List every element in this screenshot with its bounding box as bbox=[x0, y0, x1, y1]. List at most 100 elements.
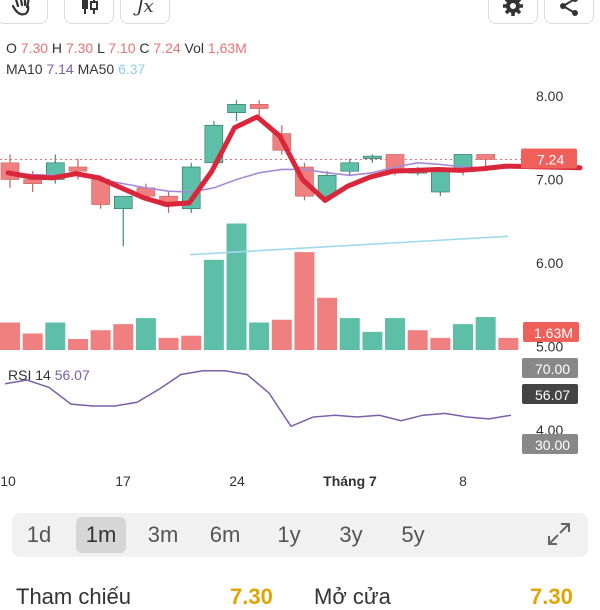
candle bbox=[340, 158, 360, 176]
volume-value: 1,63M bbox=[207, 40, 247, 56]
rsi-30-label: 30.00 bbox=[535, 437, 570, 453]
timeframe-5y[interactable]: 5y bbox=[401, 522, 425, 547]
volume-bar bbox=[249, 322, 270, 350]
rsi-70-tag bbox=[522, 358, 578, 378]
volume-bar bbox=[135, 318, 156, 350]
x-tick-label: 24 bbox=[229, 473, 245, 489]
low-value: 7.10 bbox=[108, 40, 136, 56]
candle-body bbox=[68, 166, 88, 172]
ma50-value: 6.37 bbox=[118, 61, 146, 77]
rsi-line bbox=[4, 370, 512, 428]
open-value: 7.30 bbox=[20, 40, 49, 56]
volume-tag-label: 1.63M bbox=[534, 325, 573, 341]
open-label: O bbox=[6, 40, 17, 56]
ohlc-readout: O 7.30 H 7.30 L 7.10 C 7.24 Vol 1,63M bbox=[6, 40, 247, 56]
volume-bar bbox=[67, 339, 88, 350]
open-price-value: 7.30 bbox=[530, 584, 573, 609]
volume-bar bbox=[407, 330, 428, 350]
ma10-label: MA10 bbox=[6, 61, 43, 77]
rsi-value-tag bbox=[522, 384, 578, 404]
x-tick-label: 8 bbox=[459, 473, 467, 489]
share-icon bbox=[560, 0, 578, 16]
volume-bar bbox=[294, 252, 315, 350]
volume-tag bbox=[523, 322, 579, 342]
price-tick-label: 6.00 bbox=[536, 255, 563, 271]
volume-bar bbox=[22, 333, 43, 350]
candle bbox=[249, 100, 269, 117]
candle-body bbox=[23, 179, 42, 184]
volume-bar bbox=[113, 324, 134, 350]
timeframe-selector: 1d 1m 3m 6m 1y 3y 5y bbox=[12, 513, 588, 557]
reference-price-label: Tham chiếu bbox=[16, 584, 131, 609]
candle-body bbox=[340, 162, 360, 172]
rsi-label: RSI 14 bbox=[8, 367, 51, 383]
chart-type-button[interactable] bbox=[64, 0, 114, 24]
indicator-fx-icon: Jx bbox=[136, 0, 154, 17]
ma50-label: MA50 bbox=[77, 61, 115, 77]
expand-icon[interactable] bbox=[546, 521, 572, 547]
last-price-label: 7.24 bbox=[537, 151, 564, 167]
volume-bar bbox=[453, 324, 473, 350]
close-label: C bbox=[139, 40, 150, 56]
price-tick-label: 5.00 bbox=[536, 339, 563, 355]
x-tick-label: 17 bbox=[115, 473, 131, 489]
candle-body bbox=[476, 154, 495, 160]
share-button[interactable] bbox=[544, 0, 594, 24]
price-tick-label: 8.00 bbox=[536, 88, 563, 104]
rsi-readout: RSI 14 56.07 bbox=[8, 367, 90, 383]
ma-readout: MA10 7.14 MA50 6.37 bbox=[6, 61, 145, 77]
volume-bar bbox=[203, 259, 224, 350]
ma10-value: 7.14 bbox=[46, 61, 74, 77]
last-price-tag bbox=[521, 148, 577, 169]
volume-bar bbox=[317, 297, 338, 350]
volume-bar bbox=[475, 317, 496, 350]
volume-bar bbox=[498, 337, 519, 350]
volume-bar bbox=[362, 331, 383, 350]
candle bbox=[113, 195, 133, 247]
volume-bar bbox=[90, 330, 111, 350]
open-price-label: Mở cửa bbox=[314, 584, 391, 609]
volume-bar bbox=[226, 223, 247, 350]
high-value: 7.30 bbox=[65, 40, 94, 56]
volume-bar bbox=[158, 337, 179, 350]
price-tick-label: 7.00 bbox=[536, 172, 563, 188]
timeframe-3m[interactable]: 3m bbox=[147, 522, 179, 547]
volume-bar bbox=[0, 322, 20, 350]
volume-bar bbox=[271, 319, 292, 350]
candle-body bbox=[113, 195, 133, 210]
volume-bar bbox=[45, 322, 66, 350]
toolbar: Jx bbox=[0, 0, 600, 30]
rsi-30-tag bbox=[522, 434, 578, 454]
price-chart[interactable]: 8.007.006.005.004.007.241.63M70.0056.073… bbox=[0, 0, 600, 500]
timeframe-1d[interactable]: 1d bbox=[26, 522, 52, 547]
x-tick-label: 10 bbox=[0, 473, 16, 489]
timeframe-3y[interactable]: 3y bbox=[339, 522, 363, 547]
candle bbox=[181, 162, 201, 213]
timeframe-6m[interactable]: 6m bbox=[209, 522, 241, 547]
hand-icon bbox=[11, 0, 30, 16]
timeframe-1m[interactable]: 1m bbox=[76, 517, 126, 553]
candle-body bbox=[363, 155, 382, 159]
settings-button[interactable] bbox=[488, 0, 538, 24]
candlestick-icon bbox=[82, 0, 98, 14]
rsi-70-label: 70.00 bbox=[535, 361, 570, 377]
rsi-value-tag-label: 56.07 bbox=[535, 387, 570, 403]
candle bbox=[385, 154, 405, 176]
close-value: 7.24 bbox=[153, 40, 181, 56]
drawing-tool-button[interactable] bbox=[0, 0, 48, 24]
candle-body bbox=[249, 104, 269, 109]
candle bbox=[227, 100, 246, 122]
indicators-button[interactable]: Jx bbox=[120, 0, 170, 24]
candle-body bbox=[227, 104, 246, 113]
rsi-value: 56.07 bbox=[54, 367, 90, 383]
candle-body bbox=[431, 170, 450, 193]
x-tick-label: Tháng 7 bbox=[323, 473, 377, 489]
timeframe-1y[interactable]: 1y bbox=[277, 522, 301, 547]
ma50-line bbox=[189, 235, 509, 256]
candle bbox=[363, 154, 382, 163]
settings-icon bbox=[503, 0, 523, 16]
volume-label: Vol bbox=[184, 40, 205, 56]
high-label: H bbox=[51, 40, 63, 56]
trend-line bbox=[5, 114, 583, 208]
reference-price-value: 7.30 bbox=[230, 584, 273, 609]
